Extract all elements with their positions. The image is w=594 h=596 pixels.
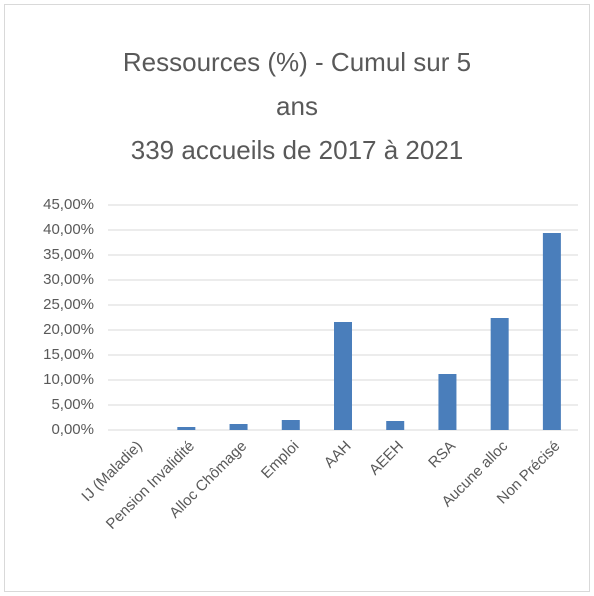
- bar: [177, 427, 196, 430]
- y-tick-label: 45,00%: [43, 196, 94, 213]
- bar: [229, 424, 248, 430]
- y-tick-label: 0,00%: [51, 421, 94, 438]
- y-tick-label: 15,00%: [43, 346, 94, 363]
- chart-title: Ressources (%) - Cumul sur 5 ans: [122, 47, 472, 121]
- bar: [334, 322, 352, 430]
- x-tick-label: AEEH: [366, 438, 407, 479]
- y-tick-label: 25,00%: [43, 296, 94, 313]
- y-tick-label: 5,00%: [51, 396, 94, 413]
- y-tick-label: 35,00%: [43, 246, 94, 263]
- chart-subtitle: 339 accueils de 2017 à 2021: [130, 135, 464, 165]
- title-block: Ressources (%) - Cumul sur 5 ans 339 acc…: [0, 40, 594, 172]
- bar: [281, 420, 300, 430]
- y-tick-label: 10,00%: [43, 371, 94, 388]
- bar: [490, 318, 509, 430]
- bar: [542, 233, 561, 430]
- chart-frame: [4, 4, 590, 592]
- x-tick-label: AAH: [321, 438, 355, 472]
- x-tick-label: Pension Invalidité: [103, 438, 198, 533]
- y-tick-label: 30,00%: [43, 271, 94, 288]
- y-tick-label: 20,00%: [43, 321, 94, 338]
- x-tick-label: RSA: [425, 438, 459, 472]
- bar: [386, 421, 405, 430]
- x-tick-label: Emploi: [258, 438, 302, 482]
- y-tick-label: 40,00%: [43, 221, 94, 238]
- bar: [438, 374, 457, 430]
